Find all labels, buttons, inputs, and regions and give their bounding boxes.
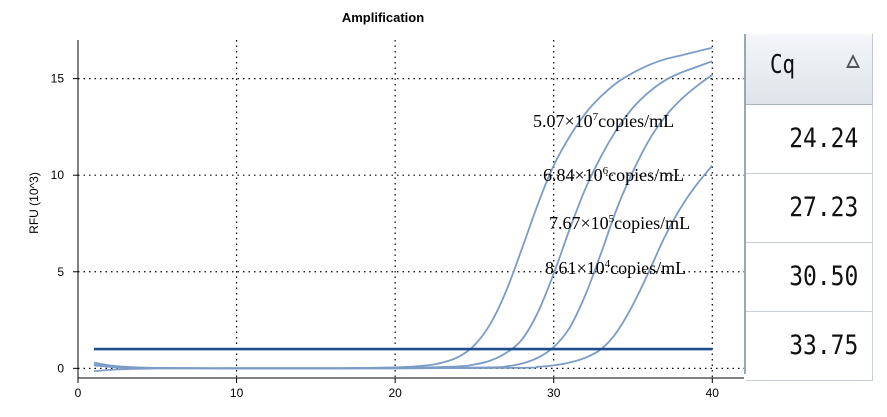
series-label-1: 5.07×107copies/mL [533,111,674,131]
y-tick-label: 0 [57,361,64,375]
amplification-curve-1 [93,46,713,370]
cq-value: 30.50 [788,261,858,292]
x-tick-label: 20 [388,386,402,400]
x-tick-label: 30 [547,386,561,400]
cq-row-3[interactable]: 30.50 [746,243,873,312]
y-tick-label: 5 [57,265,64,279]
cq-row-2[interactable]: 27.23 [746,174,873,243]
chart-title: Amplification [342,10,424,25]
series-label-3: 7.67×105copies/mL [549,213,690,233]
cq-row-1[interactable]: 24.24 [746,105,873,174]
y-tick-label: 15 [51,72,65,86]
y-axis-label: RFU (10^3) [27,172,41,234]
cq-value: 24.24 [788,123,858,154]
amplification-curves [93,46,713,373]
axis-ticks: 0 10 20 30 40 0 5 10 15 [51,72,720,400]
cq-table: Cq 24.24 27.23 30.50 33.75 [744,34,874,381]
y-tick-label: 10 [51,168,65,182]
series-label-2: 6.84×106copies/mL [543,165,684,185]
cq-row-4[interactable]: 33.75 [746,312,873,381]
grid-lines [78,40,744,378]
series-label-4: 8.61×104copies/mL [545,258,686,278]
x-tick-label: 10 [230,386,244,400]
plot-frame [77,40,744,379]
x-tick-label: 0 [75,386,82,400]
cq-value: 27.23 [788,192,858,223]
x-tick-label: 40 [706,386,720,400]
sort-ascending-icon[interactable] [846,54,860,68]
cq-column-header[interactable]: Cq [746,34,873,105]
amplification-curve-4 [93,164,713,373]
cq-header-label: Cq [770,50,796,80]
cq-value: 33.75 [788,330,858,361]
